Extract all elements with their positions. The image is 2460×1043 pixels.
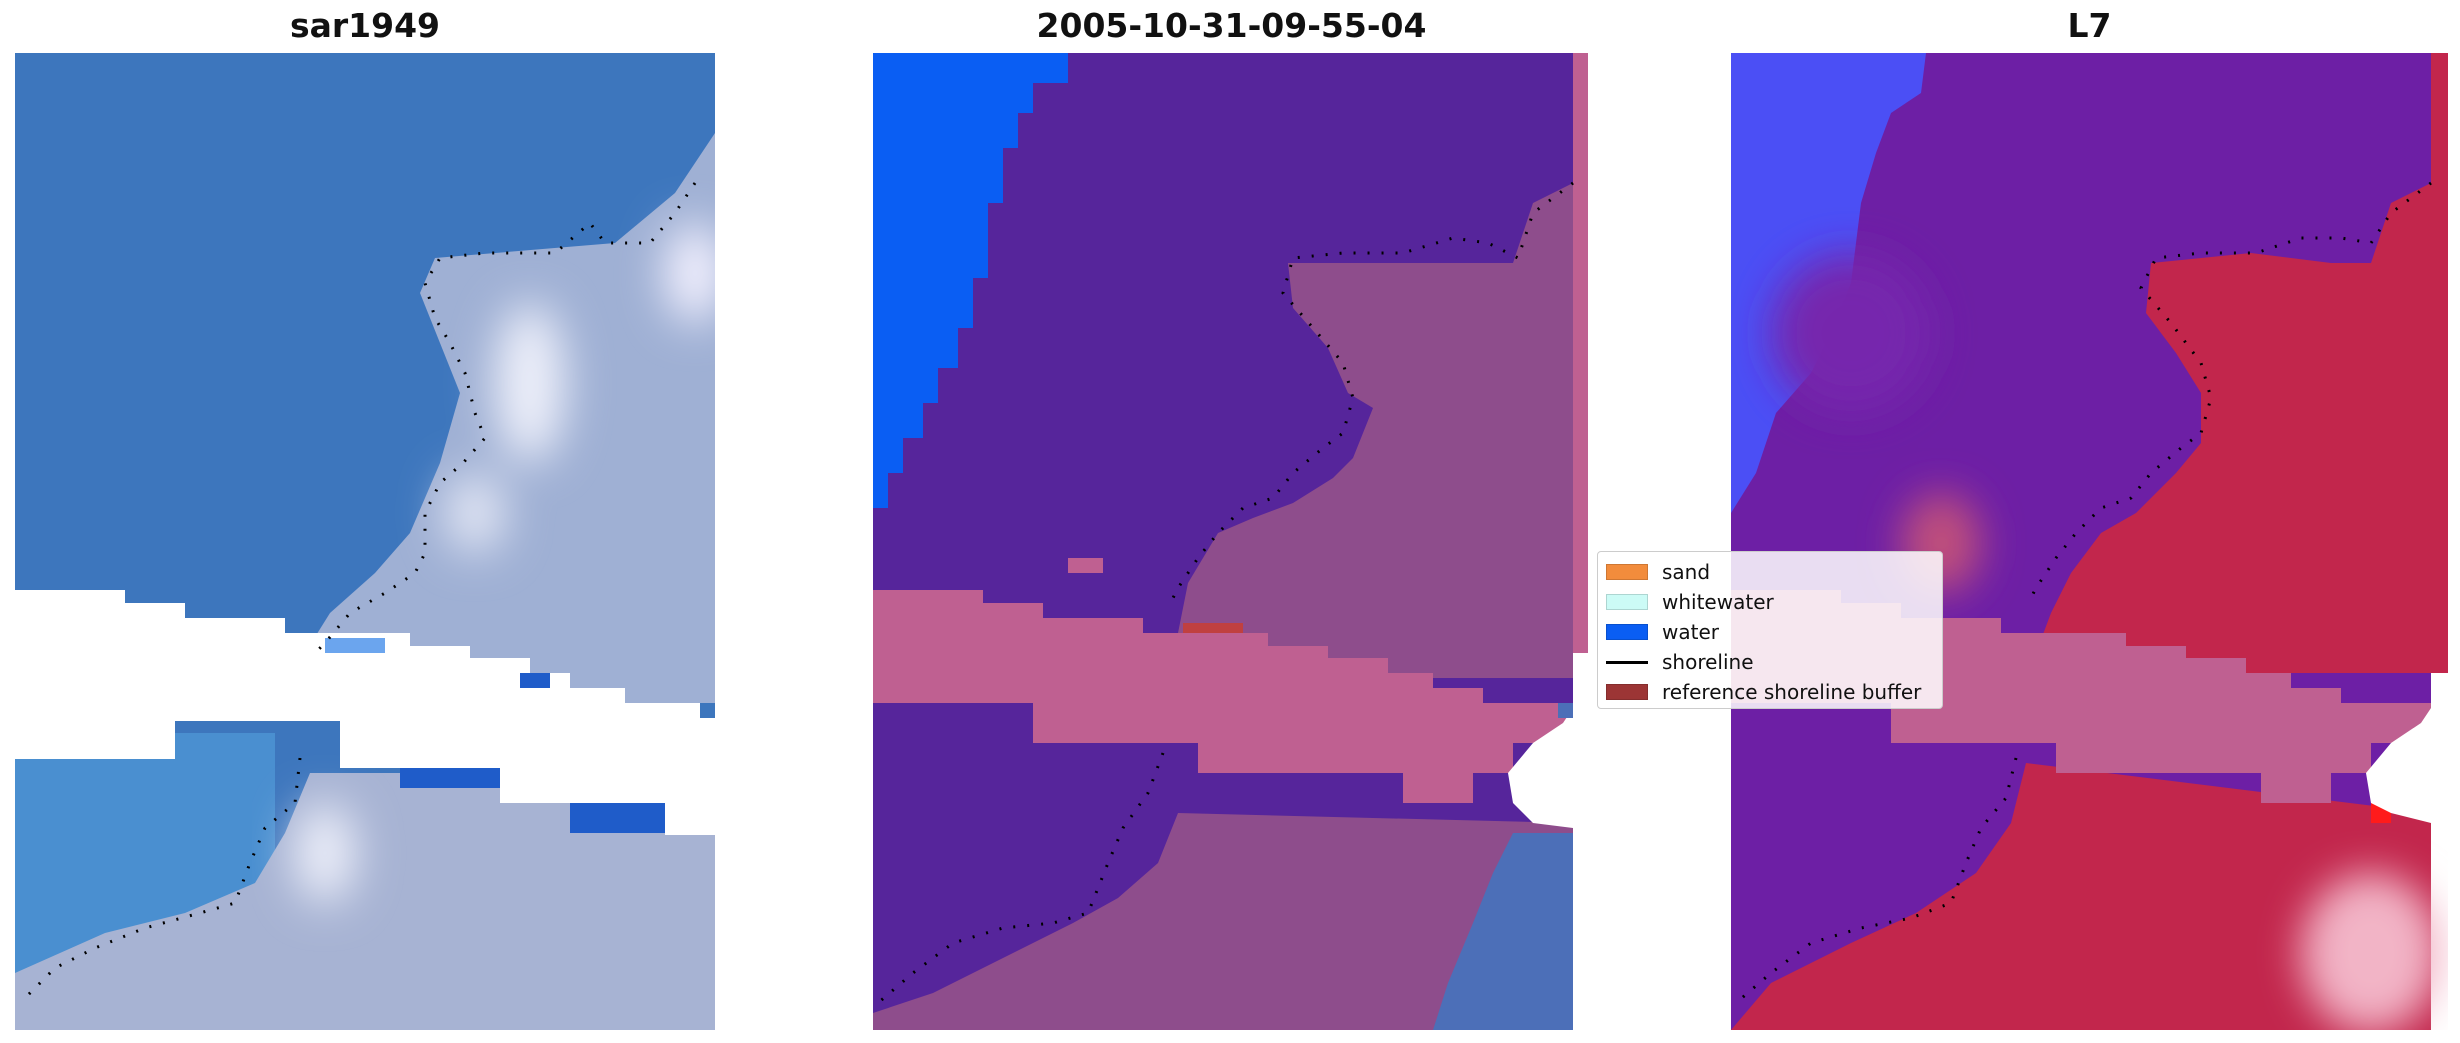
open-water-class [873, 53, 1068, 508]
water-edge-pixel [400, 768, 500, 788]
nodata-area [2366, 708, 2431, 823]
legend-swatch-sand [1606, 564, 1648, 580]
legend-label: shoreline [1662, 650, 1754, 674]
land-area-south [1731, 763, 2431, 1030]
l7-falsecolor-panel [1731, 53, 2448, 1030]
legend-item-shoreline: shoreline [1606, 647, 1934, 677]
land-class-area-south [873, 813, 1573, 1030]
land-area-south [15, 773, 715, 1030]
water-class-pixel [1388, 803, 1473, 818]
bright-patch [665, 223, 715, 323]
classification-panel [873, 53, 1590, 1030]
water-edge-pixel [520, 673, 550, 688]
land-area [2036, 183, 2431, 673]
legend-swatch-water [1606, 624, 1648, 640]
legend-item-water: water [1606, 617, 1934, 647]
land-class-edge [1573, 53, 1588, 653]
nodata-gap [15, 590, 715, 759]
water-edge-pixel [325, 638, 385, 653]
legend-label: reference shoreline buffer [1662, 680, 1922, 704]
bright-patch [445, 473, 505, 553]
legend-label: whitewater [1662, 590, 1774, 614]
legend-item-reference-shoreline-buffer: reference shoreline buffer [1606, 677, 1934, 707]
bright-patch [295, 803, 355, 903]
shoreline [23, 757, 302, 1000]
legend-swatch-whitewater [1606, 594, 1648, 610]
panel-title-satellite: L7 [2067, 6, 2112, 45]
legend: sand whitewater water shoreline referenc… [1597, 551, 1943, 709]
land-class-area [1178, 183, 1573, 678]
shoreline [1735, 757, 2018, 1005]
legend-label: water [1662, 620, 1719, 644]
legend-item-sand: sand [1606, 557, 1934, 587]
land-edge-pixel [2431, 53, 2448, 673]
legend-label: sand [1662, 560, 1711, 584]
water-edge-pixel [570, 803, 665, 833]
reference-shoreline-buffer [873, 590, 1573, 803]
nodata-gap-edge [175, 721, 715, 835]
legend-item-whitewater: whitewater [1606, 587, 1934, 617]
bright-patch [495, 303, 565, 463]
water-class-pixel [1068, 558, 1103, 573]
nodata-area [1508, 708, 1573, 828]
water-class-pixel [1558, 703, 1573, 718]
rgb-image-panel [15, 53, 715, 1030]
panel-title-image: sar1949 [289, 6, 441, 45]
legend-swatch-shoreline [1606, 660, 1648, 664]
bright-patch [2301, 873, 2441, 1030]
panel-title-date: 2005-10-31-09-55-04 [1036, 6, 1427, 45]
bright-patch [1771, 253, 1931, 413]
water-area [1433, 833, 1573, 1030]
legend-swatch-reference-shoreline-buffer [1606, 684, 1648, 700]
